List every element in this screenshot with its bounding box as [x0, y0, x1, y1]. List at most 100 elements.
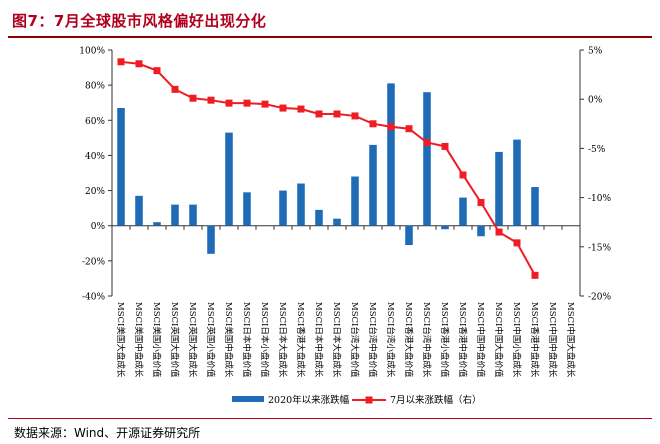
line-point-1	[117, 58, 125, 66]
bar-21	[477, 225, 485, 237]
left-tick-label: 20%	[85, 187, 105, 197]
right-tick-label: -20%	[588, 293, 611, 303]
line-point-22	[495, 228, 503, 236]
bar-17	[405, 225, 413, 246]
category-label-group: MSCI台湾中盘价值	[367, 302, 378, 378]
right-tick-label: -10%	[588, 194, 611, 204]
category-label-group: MSCI中国小盘成长	[511, 302, 522, 378]
line-point-5	[189, 94, 197, 102]
line-point-16	[387, 123, 395, 131]
left-tick-label: 60%	[85, 117, 105, 127]
category-label-group: MSCI中国中盘价值	[475, 302, 486, 378]
line-point-12	[315, 110, 323, 118]
category-label: MSCI香港中盘价值	[457, 302, 468, 378]
category-label: MSCI日本中盘成长	[313, 302, 324, 378]
category-label-group: MSCI美国中盘成长	[223, 302, 234, 378]
left-tick-label: 80%	[85, 82, 105, 92]
bar-7	[225, 132, 233, 226]
bar-5	[189, 204, 197, 226]
category-label-group: MSCI美国大盘成长	[115, 302, 126, 378]
left-tick-label: -20%	[82, 257, 105, 267]
category-label-group: MSCI中国大盘成长	[565, 302, 576, 378]
category-label-group: MSCI英国小盘价值	[205, 302, 216, 378]
line-point-21	[477, 199, 485, 207]
category-label: MSCI日本中盘价值	[241, 302, 252, 378]
legend-line-marker	[365, 396, 373, 404]
bar-24	[531, 187, 539, 226]
bar-18	[423, 92, 431, 226]
line-point-24	[531, 271, 539, 279]
line-point-13	[333, 110, 341, 118]
bar-3	[153, 222, 161, 226]
category-label-group: MSCI香港大盘成长	[295, 302, 306, 378]
category-label: MSCI台湾中盘成长	[421, 302, 432, 378]
left-tick-label: 0%	[91, 222, 106, 232]
line-point-7	[225, 99, 233, 107]
bar-4	[171, 204, 179, 226]
right-tick-label: -5%	[588, 145, 606, 155]
category-label-group: MSCI日本中盘价值	[241, 302, 252, 378]
category-label: MSCI中国小盘成长	[511, 302, 522, 378]
category-label-group: MSCI香港大盘价值	[403, 302, 414, 378]
bar-2	[135, 195, 143, 226]
line-point-23	[513, 239, 521, 247]
category-label: MSCI台湾大盘价值	[349, 302, 360, 378]
legend-bar-swatch	[232, 396, 264, 402]
line-point-11	[297, 105, 305, 113]
category-label: MSCI英国大盘成长	[187, 302, 198, 378]
category-label-group: MSCI美国中盘成长	[133, 302, 144, 378]
line-point-19	[441, 142, 449, 150]
category-label: MSCI日本大盘成长	[277, 302, 288, 378]
category-label: MSCI日本大盘成长	[331, 302, 342, 378]
line-point-4	[171, 85, 179, 93]
legend: 2020年以来涨跌幅 7月以来涨跌幅（右）	[232, 394, 482, 406]
line-point-14	[351, 112, 359, 120]
bar-12	[315, 209, 323, 226]
left-tick-label: -40%	[82, 293, 105, 303]
line-point-20	[459, 171, 467, 179]
line-point-6	[207, 96, 215, 104]
category-label: MSCI美国中盘成长	[133, 302, 144, 378]
category-label-group: MSCI英国大盘价值	[169, 302, 180, 378]
category-label: MSCI香港大盘成长	[295, 302, 306, 378]
category-label: MSCI中国大盘价值	[493, 302, 504, 378]
category-label: MSCI台湾中盘价值	[367, 302, 378, 378]
line-series-july	[120, 60, 536, 276]
chart-canvas: -40% -20% 0% 20% 40% 60% 80% 100% -20% -15% -10% -5…	[79, 47, 611, 407]
line-point-15	[369, 120, 377, 128]
category-label: MSCI香港中盘成长	[529, 302, 540, 378]
category-label: MSCI日本小盘价值	[259, 302, 270, 378]
bar-15	[369, 144, 377, 226]
category-label-group: MSCI台湾大盘价值	[349, 302, 360, 378]
line-point-10	[279, 104, 287, 112]
left-tick-label: 100%	[79, 47, 105, 57]
category-label-group: MSCI美国小盘价值	[151, 302, 162, 378]
right-tick-label: 5%	[588, 47, 603, 57]
category-label: MSCI英国小盘价值	[205, 302, 216, 378]
bar-23	[513, 139, 521, 226]
bar-13	[333, 218, 341, 226]
category-label: MSCI英国大盘价值	[169, 302, 180, 378]
bar-19	[441, 225, 449, 230]
category-label-group: MSCI日本中盘成长	[313, 302, 324, 378]
category-label-group: MSCI中国大盘价值	[493, 302, 504, 378]
line-point-9	[261, 100, 269, 108]
category-label-group: MSCI香港小盘价值	[439, 302, 450, 378]
category-label: MSCI中国大盘成长	[565, 302, 576, 378]
chart-title: 图7：7月全球股市风格偏好出现分化	[12, 12, 267, 30]
source-note: 数据来源：Wind、开源证券研究所	[14, 426, 201, 440]
title-bar: 图7：7月全球股市风格偏好出现分化	[8, 6, 652, 38]
line-point-2	[135, 60, 143, 68]
category-label-group: MSCI日本大盘成长	[277, 302, 288, 378]
line-point-17	[405, 125, 413, 133]
category-label: MSCI中国中盘价值	[475, 302, 486, 378]
legend-bar-label: 2020年以来涨跌幅	[268, 394, 350, 406]
category-label-group: MSCI中国中盘成长	[547, 302, 558, 378]
line-point-8	[243, 99, 251, 107]
category-label: MSCI台湾小盘成长	[385, 302, 396, 378]
bar-20	[459, 197, 467, 226]
category-label: MSCI美国大盘成长	[115, 302, 126, 378]
category-label: MSCI香港小盘价值	[439, 302, 450, 378]
line-point-18	[423, 138, 431, 146]
category-label-group: MSCI香港中盘成长	[529, 302, 540, 378]
